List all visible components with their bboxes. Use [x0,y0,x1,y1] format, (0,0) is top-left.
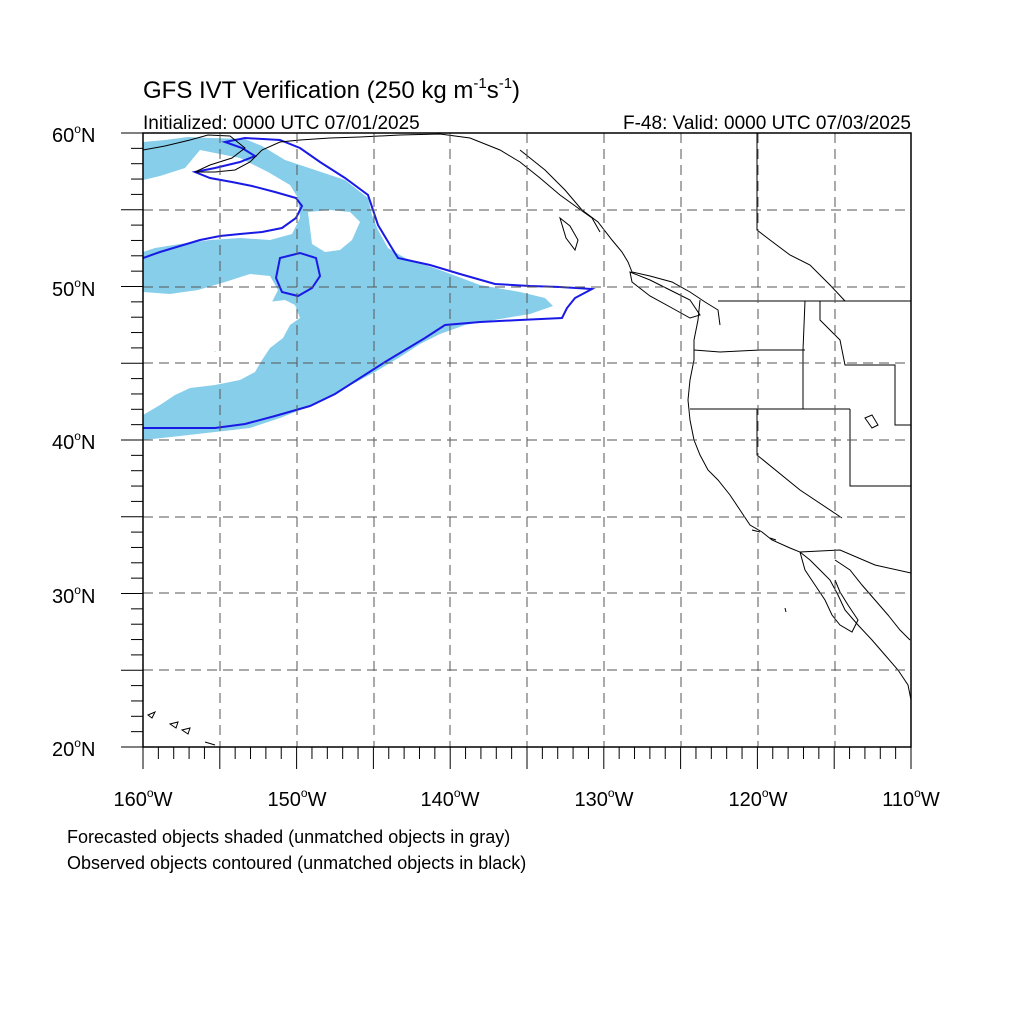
initialized-label: Initialized: 0000 UTC 07/01/2025 [143,113,420,134]
lat-label-30n: 30oN [52,583,95,608]
canada-provinces [756,133,846,302]
forecast-gap-middle [143,274,278,353]
baja-peninsula [799,551,859,633]
forecast-gap-east [308,210,360,252]
lake-mark [864,414,879,429]
observed-ivt-contour-small [274,251,322,298]
idaho-border [802,300,806,409]
lat-label-20n: 20oN [52,736,95,761]
wa-or-border [693,349,805,353]
lon-label-120w: 120oW [729,786,788,811]
lon-label-140w: 140oW [421,786,480,811]
lat-label-40n: 40oN [52,429,95,454]
alaska-coast [143,133,601,233]
hawaii-islands [147,711,216,746]
footer-forecast-note: Forecasted objects shaded (unmatched obj… [67,827,510,847]
forecast-gap-north [143,150,300,252]
az-mex-border [799,549,911,574]
ca-nv-border [756,409,843,519]
footer-observed-note: Observed objects contoured (unmatched ob… [67,853,526,873]
valid-time-label: F-48: Valid: 0000 UTC 07/03/2025 [623,113,911,134]
map-area [143,133,911,747]
figure-title: GFS IVT Verification (250 kg m-1s-1) [143,75,520,104]
bc-coast [519,149,721,326]
tick-marks [121,132,912,769]
lon-label-110w: 110oW [882,786,940,811]
gulf-of-california [834,559,911,641]
lon-label-150w: 150oW [268,786,327,811]
haida-gwaii [559,216,579,252]
coastlines [143,133,911,746]
graticule [143,133,911,747]
longitude-labels: 160oW 150oW 140oW 130oW 120oW 110oW [114,786,940,811]
idaho-mt-border [819,301,911,426]
us-west-coast [687,299,911,701]
nv-az-border [849,409,911,487]
lat-label-60n: 60oN [52,122,95,147]
channel-islands [751,529,787,613]
lat-label-50n: 50oN [52,276,95,301]
vancouver-island [629,271,701,319]
latitude-labels: 60oN 50oN 40oN 30oN 20oN [52,122,95,761]
lon-label-160w: 160oW [114,786,173,811]
lon-label-130w: 130oW [575,786,634,811]
